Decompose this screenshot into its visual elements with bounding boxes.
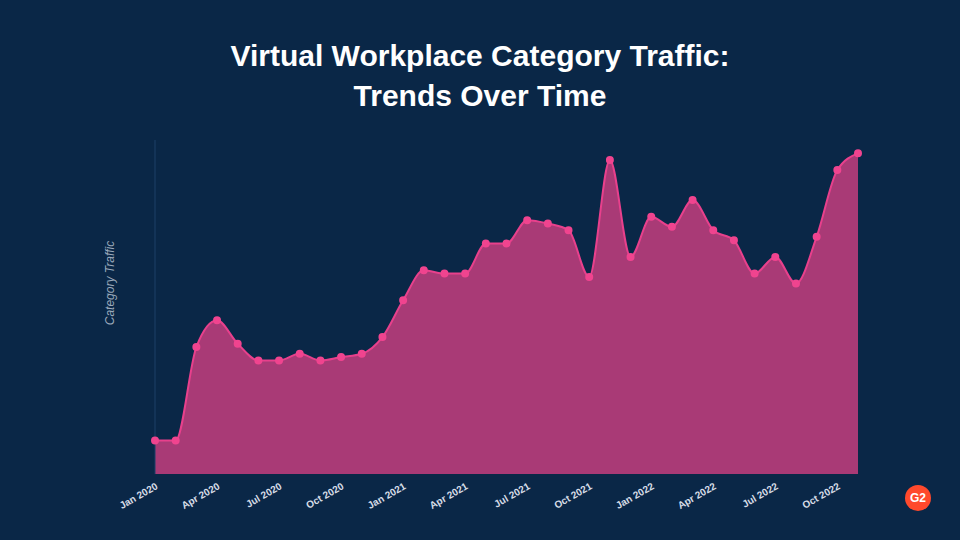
- svg-text:Jul 2020: Jul 2020: [244, 480, 284, 509]
- svg-text:Jan 2021: Jan 2021: [366, 480, 408, 511]
- svg-text:Oct 2020: Oct 2020: [304, 480, 346, 511]
- html-text:G2: G2: [910, 491, 926, 505]
- svg-text:Jul 2021: Jul 2021: [492, 480, 532, 509]
- svg-text:Jan 2022: Jan 2022: [614, 480, 656, 511]
- svg-text:Oct 2021: Oct 2021: [552, 480, 594, 511]
- html-text:Virtual Workplace Category Tra: Virtual Workplace Category Traffic:: [230, 39, 730, 72]
- html-text:Category Traffic: Category Traffic: [103, 240, 117, 326]
- html-text:Trends Over Time: Trends Over Time: [353, 79, 607, 112]
- svg-text:Oct 2022: Oct 2022: [800, 480, 842, 511]
- svg-text:Jan 2020: Jan 2020: [117, 480, 159, 511]
- svg-text:Jul 2022: Jul 2022: [740, 480, 780, 509]
- svg-text:Apr 2021: Apr 2021: [428, 480, 470, 511]
- svg-text:Apr 2020: Apr 2020: [179, 480, 221, 511]
- svg-text:Apr 2022: Apr 2022: [676, 480, 718, 511]
